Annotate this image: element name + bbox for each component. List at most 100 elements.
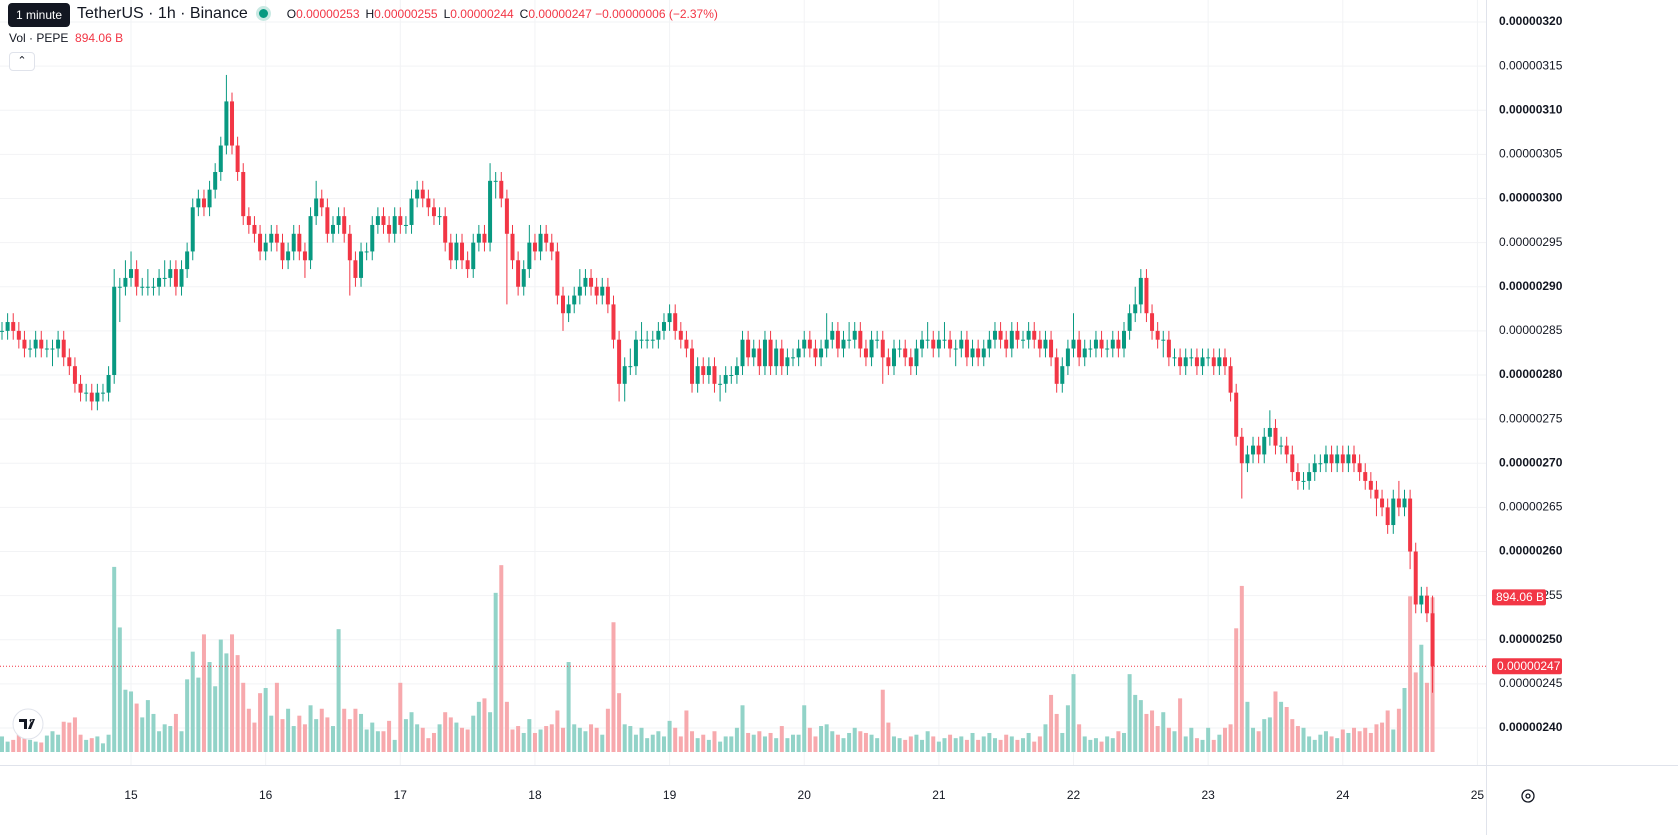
candle-body [549, 242, 554, 252]
candle-body [835, 330, 840, 349]
candle-body [185, 251, 190, 270]
candle-body [61, 339, 66, 358]
candle-body [1318, 463, 1323, 465]
candle-body [493, 180, 498, 182]
volume-bar [375, 731, 380, 752]
y-tick-label: 0.00000290 [1499, 279, 1563, 293]
volume-bar [235, 655, 240, 752]
candle-body [129, 269, 134, 278]
y-tick-label: 0.00000245 [1499, 676, 1563, 690]
volume-bar [611, 622, 616, 752]
y-tick-label: 0.00000270 [1499, 455, 1563, 469]
candle-body [1279, 445, 1284, 447]
candle-body [286, 251, 291, 261]
candle-body [140, 286, 145, 288]
candle-body [656, 330, 661, 340]
volume-bar [241, 682, 246, 752]
candle-body [566, 304, 571, 314]
candle-body [992, 330, 997, 340]
volume-bar [471, 715, 476, 752]
volume-bar [246, 708, 251, 752]
settings-icon[interactable] [1521, 789, 1535, 803]
volume-bar [673, 727, 678, 752]
ohlc: O0.00000253 H0.00000255 L0.00000244 C0.0000… [281, 7, 718, 21]
volume-bar [61, 721, 66, 752]
candle-body [847, 339, 852, 341]
volume-bar [465, 729, 470, 752]
volume-bar [44, 735, 49, 752]
volume-bar [100, 743, 105, 752]
volume-bar [1419, 644, 1424, 752]
volume-bar [835, 734, 840, 752]
volume-bar [1077, 724, 1082, 752]
volume-bar [1211, 739, 1216, 752]
candle-body [1413, 551, 1418, 605]
volume-bar [1021, 738, 1026, 752]
candle-body [1396, 498, 1401, 508]
candle-body [72, 366, 77, 384]
volume-bar [1183, 736, 1188, 752]
candle-body [695, 366, 700, 384]
candle-body [398, 216, 403, 225]
candle-body [521, 269, 526, 287]
volume-bar [572, 724, 577, 752]
volume-bar [774, 738, 779, 752]
volume-bar [628, 726, 633, 752]
volume-bar [1385, 710, 1390, 752]
candle-body [1060, 366, 1065, 384]
candle-body [746, 339, 751, 358]
candle-body [516, 260, 521, 287]
candle-body [538, 233, 543, 252]
candle-body [1402, 498, 1407, 508]
candle-body [617, 339, 622, 384]
volume-bar [39, 742, 44, 752]
volume-bar [936, 741, 941, 752]
volume-bar [224, 653, 229, 752]
volume-bar [493, 592, 498, 752]
candle-body [246, 216, 251, 225]
candle-body [426, 198, 431, 208]
volume-bar [998, 739, 1003, 752]
volume-bar [1155, 726, 1160, 752]
volume-bar [1251, 727, 1256, 752]
candle-body [757, 348, 762, 367]
volume-bar [353, 708, 358, 752]
candle-body [117, 286, 122, 288]
candle-body [678, 330, 683, 340]
candle-body [39, 339, 44, 349]
ohlc-label: L [443, 7, 451, 21]
candle-body [218, 145, 223, 173]
candle-body [1239, 436, 1244, 464]
candle-body [802, 339, 807, 349]
volume-bar [577, 727, 582, 752]
candle-body [1054, 357, 1059, 384]
candle-body [504, 198, 509, 234]
collapse-button[interactable]: ⌃ [9, 52, 35, 71]
candle-body [1408, 498, 1413, 552]
candle-body [1419, 595, 1424, 605]
volume-bar [779, 726, 784, 752]
volume-bar [1049, 694, 1054, 752]
candle-body [858, 330, 863, 349]
volume-bar [645, 738, 650, 752]
volume-bar [499, 565, 504, 752]
candle-body [920, 339, 925, 349]
candle-body [1352, 454, 1357, 464]
volume-bar [891, 736, 896, 752]
volume-bar [1015, 739, 1020, 752]
candle-body [942, 339, 947, 341]
candle-body [1082, 348, 1087, 358]
candle-body [908, 357, 913, 367]
candle-body [336, 216, 341, 225]
candle-body [123, 277, 128, 287]
volume-bar [443, 712, 448, 752]
candle-body [392, 216, 397, 234]
volume-bar [173, 713, 178, 752]
symbol[interactable]: TetherUS · 1h · Binance [77, 5, 248, 22]
volume-bar [1122, 732, 1126, 752]
volume-bar [1093, 738, 1098, 752]
volume-bar [908, 736, 913, 752]
candle-body [959, 339, 964, 349]
volume-bar [796, 734, 801, 752]
volume-bar [701, 734, 706, 752]
